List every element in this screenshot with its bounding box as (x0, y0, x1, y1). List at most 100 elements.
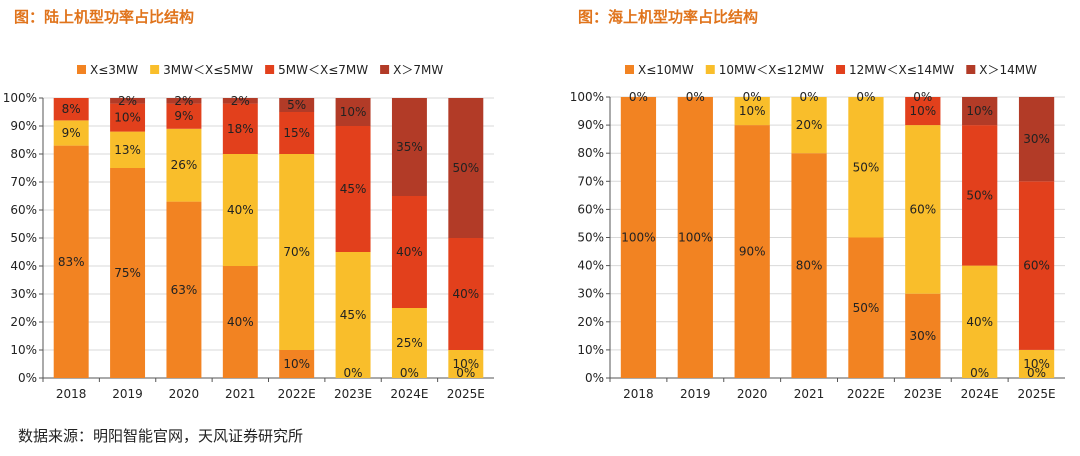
data-label-2021-series-1: 80% (796, 259, 823, 273)
legend-label-1: X≤3MW (90, 63, 138, 77)
data-label-2020-series-1: 90% (739, 245, 766, 259)
data-label-2021-series-2: 40% (227, 203, 254, 217)
legend-label-4: X＞7MW (393, 63, 443, 77)
y-tick-label: 80% (577, 146, 604, 160)
data-label-2025E-series-4: 50% (452, 161, 479, 175)
legend-swatch-3 (836, 65, 846, 74)
data-label-2019-series-1: 75% (114, 266, 141, 280)
data-label-2020-series-4: 2% (174, 94, 193, 108)
data-label-2024E-series-2: 25% (396, 336, 423, 350)
bar-2020-series-1 (734, 125, 770, 378)
y-tick-label: 50% (577, 231, 604, 245)
legend-swatch-4 (966, 65, 976, 74)
onshore-power-structure-chart: X≤3MW 3MW＜X≤5MW 5MW＜X≤7MW X＞7MW0%10%20%30%4… (3, 63, 494, 401)
legend-label-1: X≤10MW (638, 63, 694, 77)
bar-2019-series-1 (110, 168, 146, 378)
bar-2023E-series-1 (905, 293, 941, 378)
x-tick-label: 2023E (904, 387, 942, 401)
bar-2023E-series-4 (335, 98, 371, 126)
bar-2020-series-4 (166, 98, 202, 104)
data-label-2021-series-3: 0% (800, 90, 819, 104)
bar-2023E-series-2 (905, 125, 941, 294)
y-tick-label: 10% (577, 343, 604, 357)
data-label-2023E-series-2: 60% (909, 202, 936, 216)
legend-label-2: 3MW＜X≤5MW (163, 63, 253, 77)
bar-2021-series-1 (791, 153, 827, 378)
bar-2020-series-2 (166, 128, 202, 202)
bar-2019-series-1 (677, 97, 713, 378)
data-label-2020-series-3: 0% (743, 90, 762, 104)
bar-2025E-series-3 (1018, 181, 1055, 350)
bar-2022E-series-2 (279, 154, 315, 350)
data-label-2023E-series-4: 0% (913, 90, 932, 104)
bar-2021-series-2 (791, 97, 827, 154)
legend-swatch-1 (625, 65, 634, 74)
bar-2024E-series-4 (391, 98, 427, 196)
x-tick-label: 2018 (56, 387, 87, 401)
data-label-2025E-series-1: 0% (456, 366, 475, 380)
bar-2024E-series-3 (391, 196, 427, 308)
x-tick-label: 2022E (847, 387, 885, 401)
data-label-2024E-series-3: 50% (966, 188, 993, 202)
data-label-2024E-series-1: 0% (970, 366, 989, 380)
data-label-2019-series-3: 10% (114, 111, 141, 125)
data-label-2024E-series-4: 35% (396, 140, 423, 154)
data-label-2023E-series-3: 10% (909, 104, 936, 118)
y-tick-label: 20% (577, 315, 604, 329)
bar-2022E-series-3 (279, 112, 315, 154)
data-label-2020-series-1: 63% (171, 283, 198, 297)
data-label-2025E-series-4: 30% (1023, 132, 1050, 146)
data-label-2022E-series-1: 50% (853, 301, 880, 315)
data-label-2025E-series-2: 10% (452, 357, 479, 371)
legend-swatch-4 (380, 65, 390, 74)
x-tick-label: 2025E (447, 387, 485, 401)
bar-2020-series-3 (166, 103, 202, 129)
x-tick-label: 2024E (390, 387, 428, 401)
bar-2024E-series-2 (391, 308, 427, 378)
bar-2019-series-4 (110, 98, 146, 104)
y-tick-label: 30% (577, 287, 604, 301)
y-tick-label: 70% (577, 174, 604, 188)
bar-2023E-series-3 (335, 126, 371, 252)
bar-2023E-series-3 (905, 97, 941, 126)
data-label-2021-series-4: 2% (231, 94, 250, 108)
y-tick-label: 70% (10, 175, 37, 189)
bar-2024E-series-3 (962, 125, 998, 266)
bar-2025E-series-4 (448, 98, 484, 238)
data-label-2024E-series-3: 40% (396, 245, 423, 259)
data-label-2023E-series-3: 45% (340, 182, 367, 196)
left-chart-title: 图：陆上机型功率占比结构 (14, 8, 195, 26)
x-tick-label: 2019 (680, 387, 711, 401)
bar-2019-series-3 (110, 103, 146, 132)
data-label-2018-series-2: 0% (629, 90, 648, 104)
x-tick-label: 2021 (225, 387, 256, 401)
bar-2025E-series-3 (448, 238, 484, 350)
bar-2024E-series-2 (962, 265, 998, 378)
y-tick-label: 40% (577, 259, 604, 273)
legend-label-3: 12MW＜X≤14MW (849, 63, 954, 77)
bar-2018-series-3 (53, 98, 89, 121)
y-tick-label: 60% (577, 202, 604, 216)
bar-2025E-series-2 (1018, 349, 1055, 378)
data-label-2023E-series-2: 45% (340, 308, 367, 322)
x-tick-label: 2024E (961, 387, 999, 401)
y-tick-label: 10% (10, 343, 37, 357)
data-label-2018-series-1: 83% (58, 255, 85, 269)
bar-2020-series-1 (166, 201, 202, 378)
legend-label-2: 10MW＜X≤12MW (719, 63, 824, 77)
bar-2022E-series-1 (848, 237, 884, 378)
bar-2022E-series-2 (848, 97, 884, 238)
y-tick-label: 0% (18, 371, 37, 385)
data-label-2021-series-2: 20% (796, 118, 823, 132)
legend-label-4: X＞14MW (979, 63, 1037, 77)
bar-2018-series-2 (53, 120, 89, 146)
data-source-note: 数据来源：明阳智能官网，天风证券研究所 (18, 427, 304, 445)
x-tick-label: 2020 (737, 387, 768, 401)
data-label-2022E-series-3: 0% (856, 90, 875, 104)
data-label-2018-series-1: 100% (621, 231, 655, 245)
bar-2020-series-2 (734, 97, 770, 126)
y-tick-label: 80% (10, 147, 37, 161)
data-label-2023E-series-1: 30% (909, 329, 936, 343)
x-tick-label: 2022E (278, 387, 316, 401)
data-label-2021-series-3: 18% (227, 122, 254, 136)
